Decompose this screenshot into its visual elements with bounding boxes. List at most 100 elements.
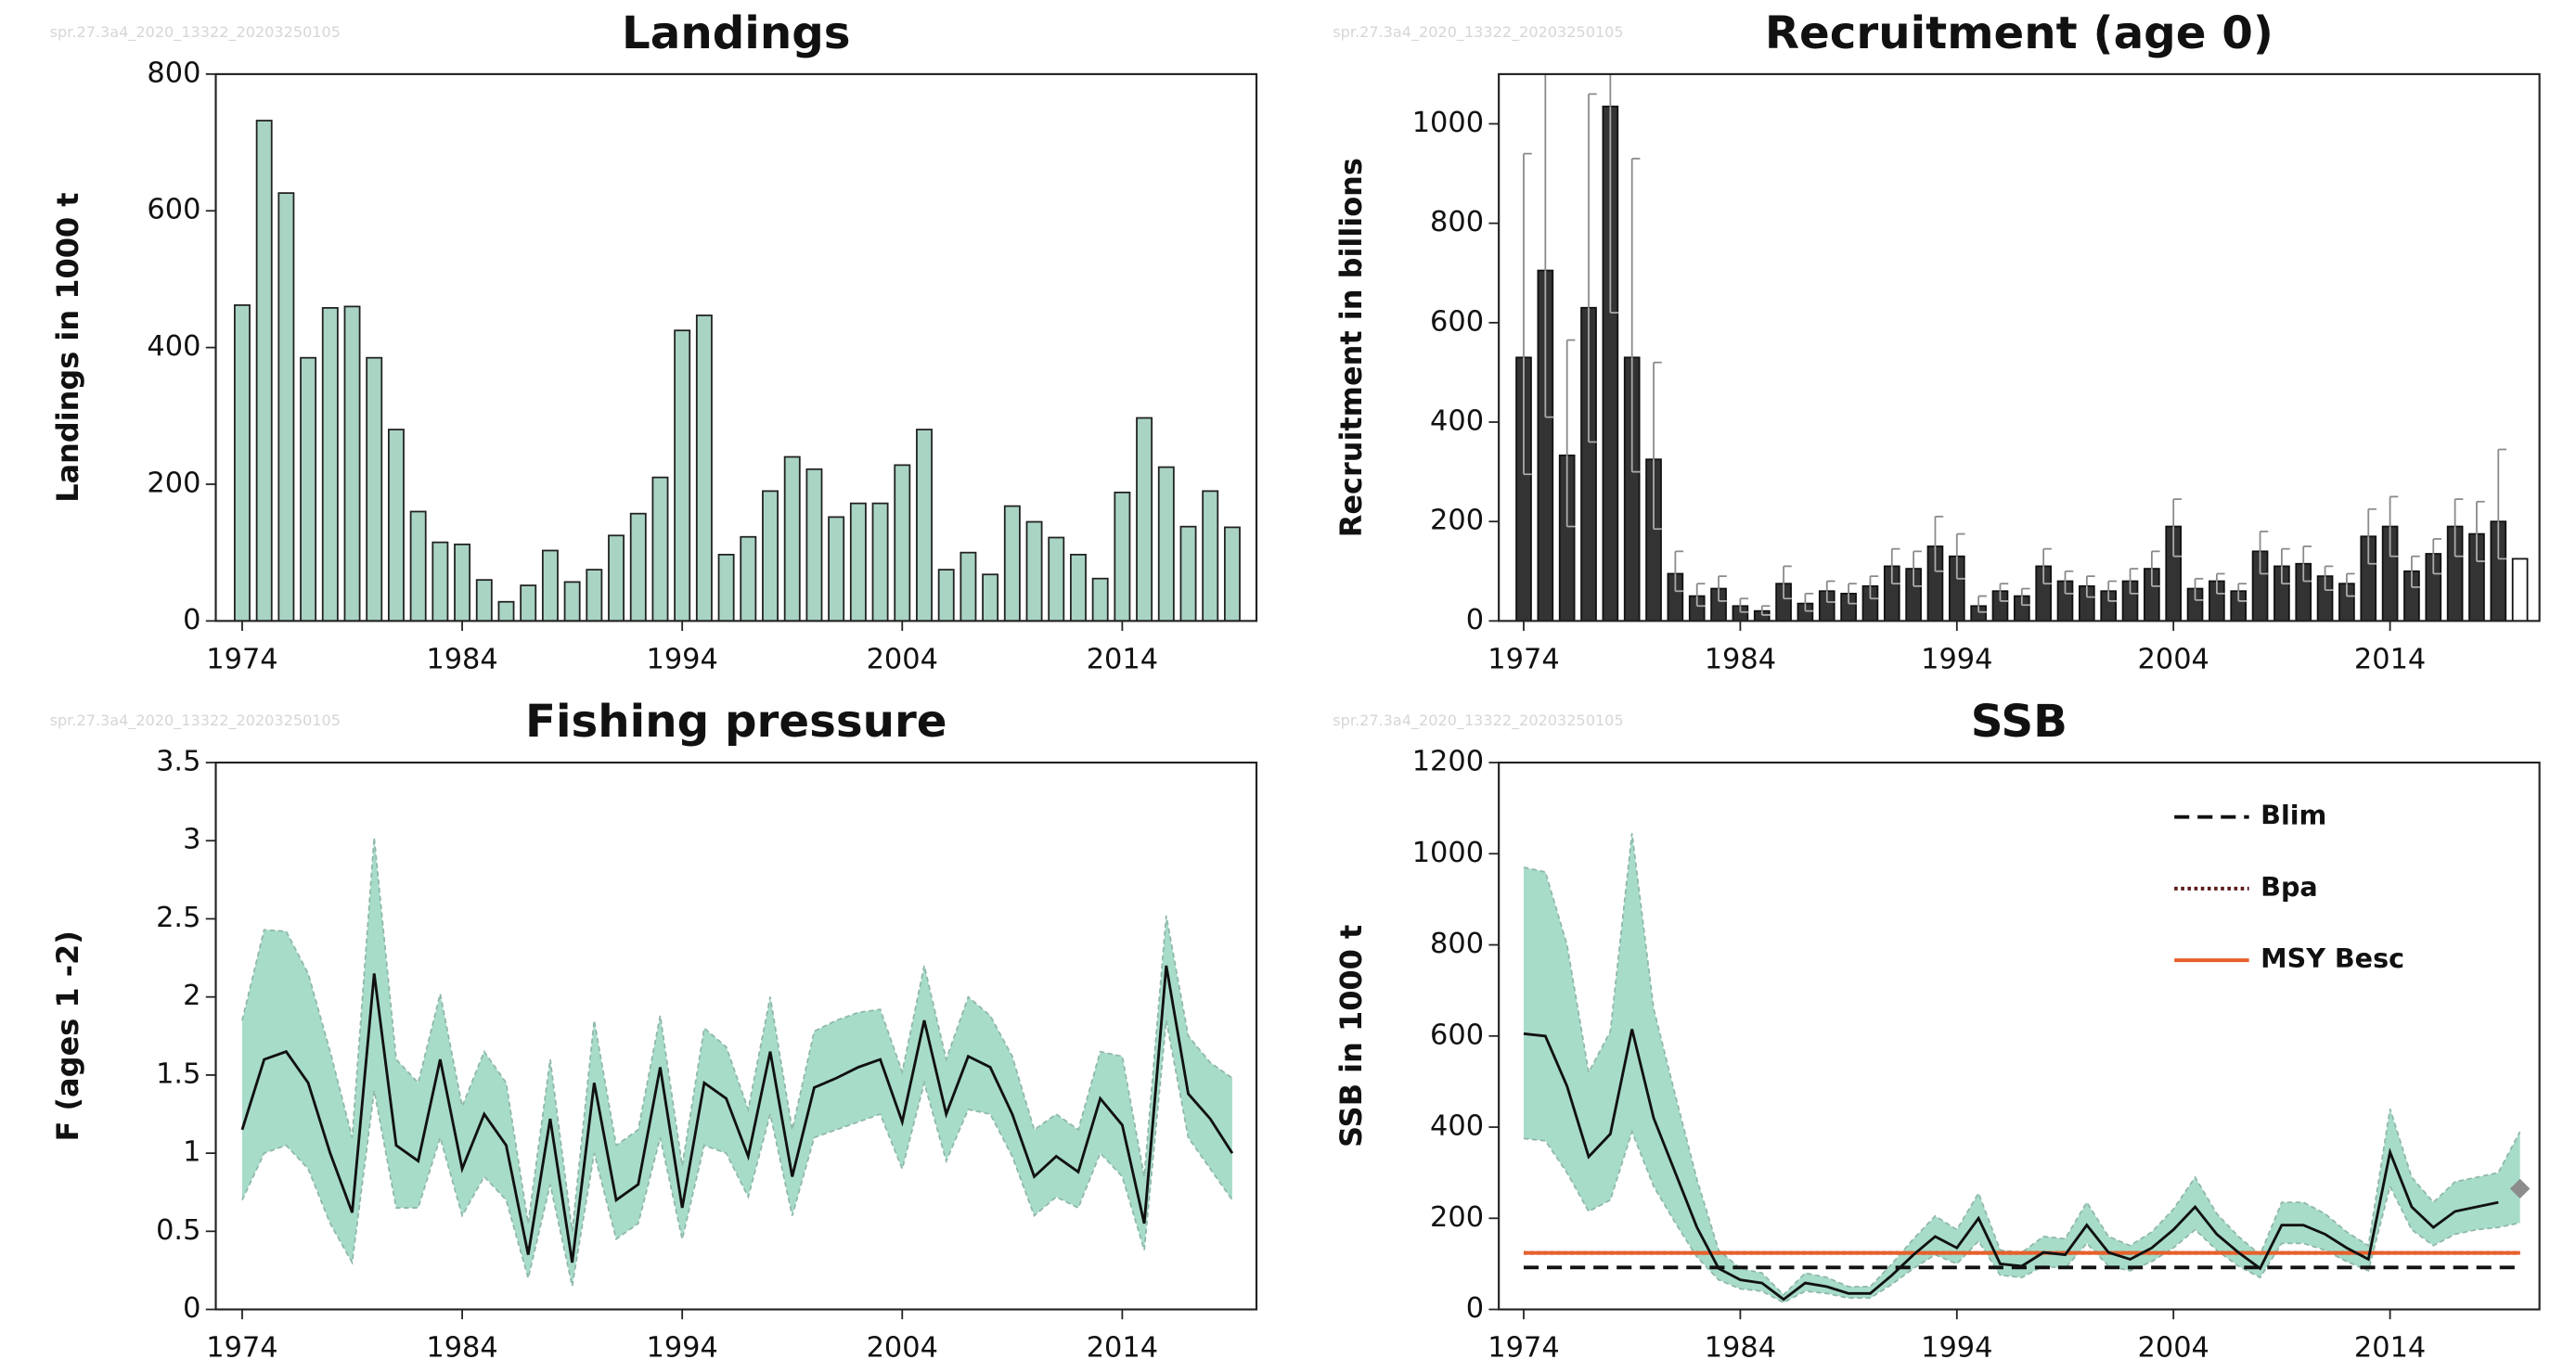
- y-tick-label: 800: [147, 57, 200, 89]
- axes-frame: [214, 72, 1258, 622]
- y-tick-label: 2: [183, 980, 200, 1012]
- x-tick-label: 1974: [1488, 1332, 1559, 1365]
- bar: [1202, 490, 1219, 622]
- bar: [475, 579, 493, 622]
- bar: [1157, 466, 1175, 622]
- chart-title: SSB: [1971, 696, 2067, 748]
- x-tick-label: 1984: [426, 644, 497, 676]
- band-edge: [241, 1019, 1233, 1287]
- y-tick-label: 3.5: [156, 746, 200, 778]
- y-tick-label: 0: [1466, 1292, 1484, 1325]
- y-tick-label: 1200: [1412, 746, 1484, 778]
- y-tick-label: 200: [147, 468, 200, 500]
- plot-area: [1515, 73, 2529, 622]
- band-edge: [1523, 1129, 2520, 1304]
- bar: [1136, 417, 1153, 622]
- bar: [321, 307, 339, 622]
- bar: [717, 554, 735, 622]
- y-tick-label: 0.5: [156, 1214, 200, 1247]
- bar: [982, 573, 999, 622]
- y-tick-label: 2.5: [156, 902, 200, 934]
- axes-frame: [1498, 761, 2541, 1311]
- bar: [255, 120, 273, 622]
- bar: [454, 543, 471, 622]
- y-axis-label: Recruitment in billions: [1333, 158, 1369, 537]
- y-tick-label: 800: [1430, 928, 1484, 960]
- bar: [2511, 558, 2529, 622]
- y-tick-label: 3: [183, 824, 200, 856]
- x-tick-label: 1984: [1705, 1332, 1776, 1365]
- x-tick-label: 2014: [2354, 1332, 2426, 1365]
- x-tick-label: 1994: [646, 644, 717, 676]
- bar: [520, 584, 537, 622]
- bar: [563, 581, 581, 622]
- bar: [1091, 577, 1109, 622]
- x-tick-label: 1984: [1705, 644, 1776, 676]
- y-tick-label: 1.5: [156, 1058, 200, 1090]
- bar: [916, 429, 933, 622]
- x-tick-label: 1984: [426, 1332, 497, 1365]
- bar: [277, 192, 295, 622]
- bar: [497, 600, 515, 622]
- watermark: spr.27.3a4_2020_13322_20203250105: [50, 712, 341, 730]
- y-tick-label: 400: [1430, 405, 1484, 438]
- confidence-band: [241, 837, 1232, 1287]
- y-tick-label: 200: [1430, 1201, 1484, 1234]
- y-tick-label: 0: [183, 1292, 200, 1325]
- bar: [674, 329, 691, 622]
- chart-panel: spr.27.3a4_2020_13322_20203250105 SSB SSB …: [1333, 696, 2541, 1365]
- x-tick-label: 1974: [206, 644, 277, 676]
- bar: [387, 429, 405, 622]
- bar: [1070, 554, 1087, 622]
- x-tick-label: 1994: [646, 1332, 717, 1365]
- bar: [1114, 491, 1131, 622]
- watermark: spr.27.3a4_2020_13322_20203250105: [1333, 712, 1623, 730]
- x-tick-label: 2014: [1087, 644, 1158, 676]
- x-tick-label: 2004: [2138, 644, 2209, 676]
- bar: [695, 314, 713, 622]
- bar: [894, 464, 911, 622]
- bar: [366, 356, 383, 622]
- y-tick-label: 200: [1430, 505, 1484, 537]
- y-tick-label: 0: [1466, 604, 1484, 636]
- axes-frame: [214, 761, 1258, 1311]
- y-tick-label: 600: [1430, 1019, 1484, 1051]
- bar: [871, 502, 889, 622]
- x-tick-label: 2004: [867, 1332, 938, 1365]
- plot-area: [240, 837, 1234, 1287]
- x-tick-label: 1994: [1921, 644, 1992, 676]
- x-tick-label: 2014: [2354, 644, 2426, 676]
- bar: [586, 569, 603, 622]
- chart-title: Landings: [622, 7, 851, 59]
- x-tick-label: 1994: [1921, 1332, 1992, 1365]
- bar: [783, 455, 801, 622]
- y-axis-label: SSB in 1000 t: [1333, 925, 1369, 1148]
- y-tick-label: 400: [1430, 1110, 1484, 1143]
- y-axis-label: Landings in 1000 t: [50, 192, 85, 502]
- y-tick-label: 400: [147, 330, 200, 363]
- y-tick-label: 800: [1430, 206, 1484, 238]
- bar: [300, 356, 317, 622]
- y-axis-label: F (ages 1 -2): [50, 930, 85, 1141]
- legend-label: MSY Besc: [2260, 943, 2404, 974]
- chart-title: Fishing pressure: [525, 696, 947, 748]
- x-tick-label: 2014: [1087, 1332, 1158, 1365]
- chart-panel: spr.27.3a4_2020_13322_20203250105 Recruit…: [1333, 7, 2541, 676]
- plot-area: [1523, 833, 2521, 1304]
- line: [240, 965, 1234, 1263]
- y-tick-label: 0: [183, 604, 200, 636]
- axes-frame: [1498, 72, 2541, 622]
- x-tick-label: 2004: [867, 644, 938, 676]
- band-edge: [241, 837, 1233, 1232]
- bar: [629, 512, 647, 622]
- bar: [1179, 525, 1197, 622]
- bar: [1048, 536, 1065, 622]
- y-tick-label: 1000: [1412, 837, 1484, 869]
- bar: [409, 510, 427, 622]
- chart-title: Recruitment (age 0): [1765, 7, 2273, 59]
- bar: [960, 551, 977, 622]
- chart-panel: spr.27.3a4_2020_13322_20203250105 Fishing…: [50, 696, 1258, 1365]
- bar: [849, 502, 867, 622]
- bar: [828, 516, 845, 622]
